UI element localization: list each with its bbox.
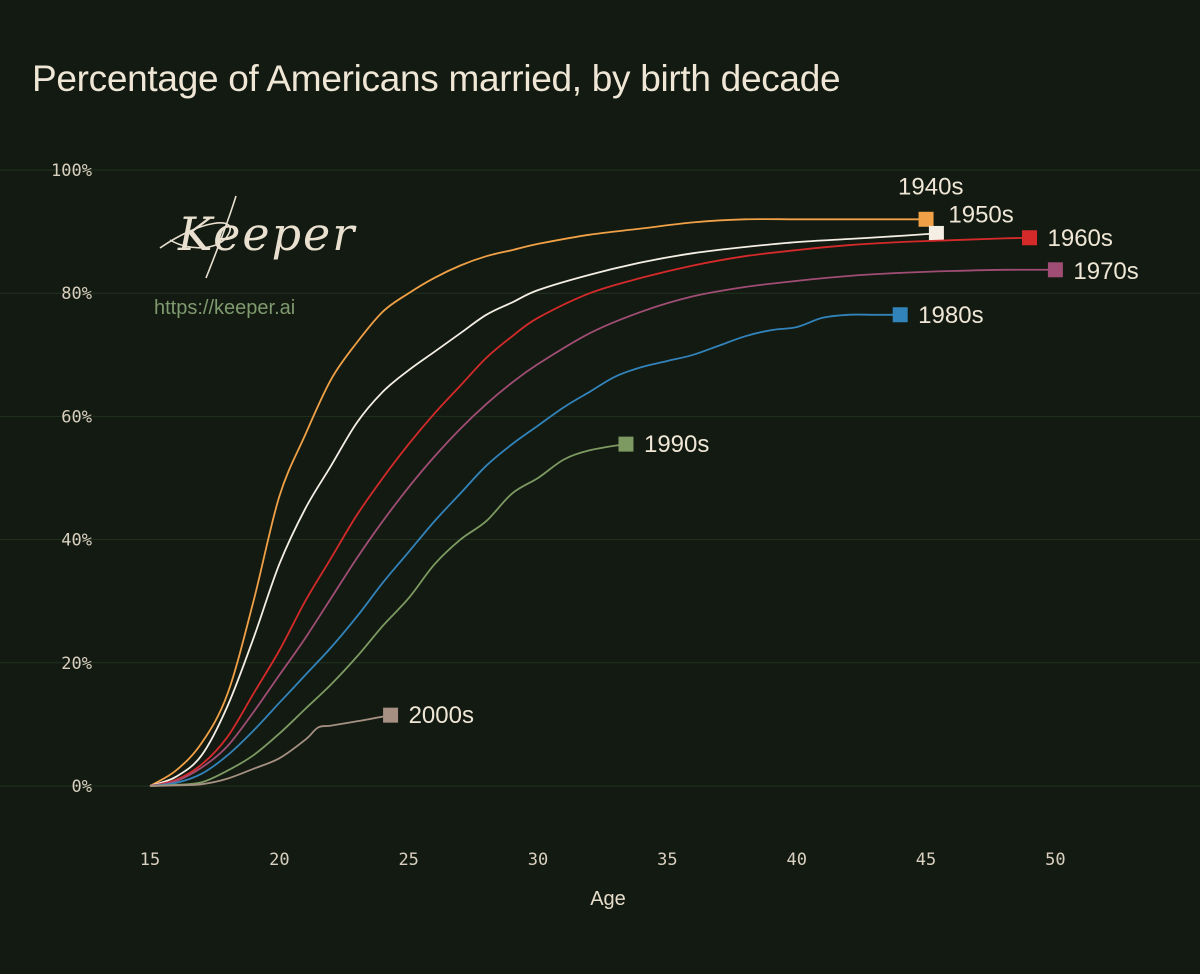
series-endmarker-1960s [1022,230,1038,246]
series-label-1990s: 1990s [644,431,709,458]
series-line-1960s [149,236,1030,787]
logo-flourish [159,195,237,279]
y-tick-label: 100% [51,161,92,181]
chart-title: Percentage of Americans married, by birt… [32,58,841,99]
series-line-2000s [149,714,391,787]
series-endmarker-1950s [928,225,944,241]
y-tick-label: 40% [61,531,92,551]
x-tick-label: 50 [1045,850,1065,870]
keeper-logo: Keeper https://keeper.ai [154,195,357,319]
series-endmarker-2000s [383,707,399,723]
y-tick-label: 20% [61,654,92,674]
series-endmarker-1970s [1047,262,1063,278]
series-line-1990s [149,443,627,787]
x-tick-label: 15 [140,850,160,870]
x-tick-label: 40 [786,850,806,870]
series-label-1950s: 1950s [948,201,1013,228]
series-endmarker-1990s [618,436,634,452]
x-tick-label: 20 [269,850,289,870]
series-line-1940s [149,218,927,787]
x-tick-label: 45 [916,850,936,870]
y-tick-label: 0% [72,777,92,797]
x-tick-label: 25 [398,850,418,870]
series-label-1980s: 1980s [918,302,983,329]
series-endmarker-1980s [892,307,908,323]
series-line-1980s [149,313,901,787]
series-line-1970s [149,268,1056,787]
logo-wordmark: Keeper [177,207,357,261]
series-label-1940s: 1940s [898,173,963,200]
series-label-1970s: 1970s [1073,258,1138,285]
y-tick-label: 60% [61,407,92,427]
series-label-1960s: 1960s [1048,225,1113,252]
x-tick-label: 35 [657,850,677,870]
x-axis-label: Age [590,888,626,910]
series-label-2000s: 2000s [409,702,474,729]
logo-url: https://keeper.ai [154,297,295,319]
series-line-1950s [149,232,937,787]
x-tick-label: 30 [528,850,548,870]
y-tick-label: 80% [61,284,92,304]
series-endmarker-1940s [918,211,934,227]
